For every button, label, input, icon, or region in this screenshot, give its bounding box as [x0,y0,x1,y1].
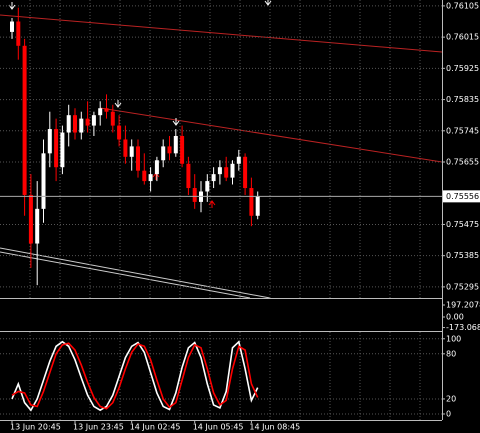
y-tick-label: 0 [446,409,451,418]
candle-body [47,129,52,154]
candle-body [104,108,109,112]
y-tick-label: 0.75385 [446,251,479,260]
candle-body [236,156,241,164]
y-tick-label: 0.75655 [446,158,479,167]
signal-arrow [114,100,122,108]
candle-body [91,115,96,126]
candle-body [173,135,178,154]
y-tick-label: 80 [446,349,456,358]
candle-body [180,135,185,164]
trend-line [0,14,443,53]
y-tick-label: 0.75835 [446,95,479,104]
oscillator-line [11,342,259,410]
candle-body [211,174,216,182]
x-tick-label: 13 Jun 23:45 [73,423,124,432]
y-tick-label: 100 [446,334,461,343]
x-tick-label: 14 Jun 05:45 [193,423,244,432]
y-tick-label: 0.75925 [446,64,479,73]
candle-body [98,108,103,116]
candle-body [230,163,235,178]
candle-body [217,167,222,175]
candle-body [16,21,21,46]
channel-line [0,247,271,299]
x-tick-label: 14 Jun 02:45 [130,423,181,432]
candle-body [243,156,248,189]
last-price-label: 0.75556 [446,192,479,201]
candle-body [205,181,210,192]
candle-body [117,125,122,140]
x-tick-label: 13 Jun 20:45 [10,423,61,432]
signal-arrow [264,0,272,6]
candle-body [255,196,260,216]
signal-arrow [172,118,180,126]
candle-body [167,146,172,154]
last-price-box [443,190,480,203]
candle-body [186,163,191,189]
channel-line [0,251,251,299]
y-tick-label: 0.75295 [446,282,479,291]
candle-body [41,153,46,209]
candle-body [136,146,140,171]
candle-body [85,118,90,126]
y-tick-label: 0.75475 [446,220,479,229]
candle-body [22,45,27,195]
candle-body [60,132,65,168]
candle-body [148,174,153,182]
candle-body [142,170,147,182]
candle-body [73,115,77,133]
y-tick-label: 0.76105 [446,1,479,10]
layout [0,0,443,421]
x-tick-label: 14 Jun 08:45 [249,423,300,432]
candle-body [249,188,254,216]
y-tick-label: 0.75745 [446,126,479,135]
y-tick-label: -173.0680 [446,323,480,332]
y-tick-label: 0.76015 [446,33,479,42]
candle-body [66,115,71,133]
candle-body [28,194,33,244]
y-tick-label: 0.00 [446,313,464,322]
signal-arrow [208,200,216,208]
candle-body [110,111,115,126]
candle-body [161,146,166,161]
candle-body [192,188,197,202]
candle-body [154,160,159,175]
y-tick-label: 197.2078 [446,300,480,309]
candle-body [79,118,84,133]
oscillator-line [11,340,259,412]
candle-body [224,167,229,178]
candle-body [10,21,14,32]
candle-body [129,146,134,157]
candle-body [54,129,59,168]
y-tick-label: 20 [446,394,456,403]
candle-body [123,139,128,157]
trend-line [99,107,443,163]
candle-body [35,208,40,244]
